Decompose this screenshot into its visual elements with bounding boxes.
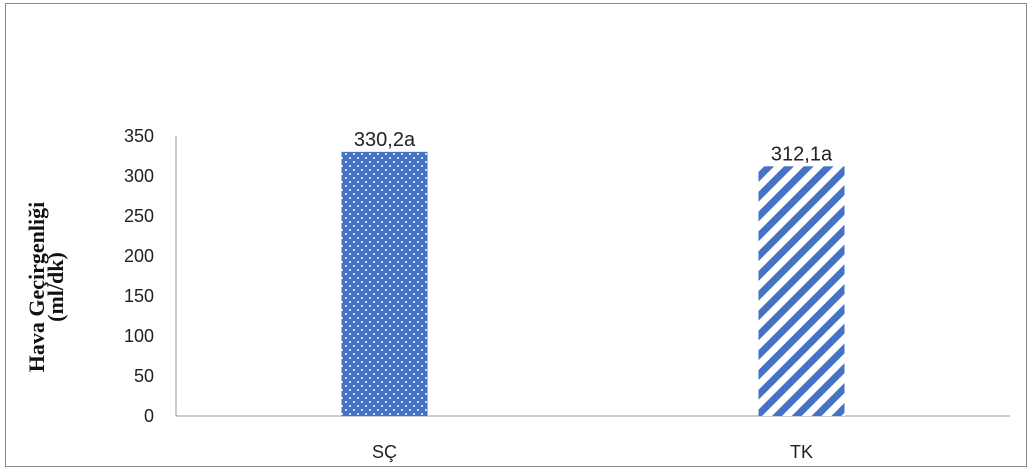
bar-1 — [341, 151, 428, 416]
bars — [341, 151, 845, 416]
y-axis-title-line-1: Hava Geçirgenliği — [24, 202, 49, 372]
y-axis-title-line-2: (ml/dk) — [43, 252, 68, 322]
x-tick-label: SÇ — [372, 442, 397, 462]
y-tick-label: 150 — [124, 286, 154, 306]
y-tick-label: 350 — [124, 126, 154, 146]
data-label-1: 330,2a — [354, 129, 416, 151]
data-label-2: 312,1a — [771, 143, 833, 165]
y-tick-label: 250 — [124, 206, 154, 226]
chart-frame — [5, 3, 1027, 467]
y-tick-label: 50 — [134, 366, 154, 386]
y-tick-label: 100 — [124, 326, 154, 346]
y-tick-label: 200 — [124, 246, 154, 266]
y-tick-labels: 0 50 100 150 200 250 300 350 — [124, 126, 154, 426]
y-tick-label: 300 — [124, 166, 154, 186]
y-tick-label: 0 — [144, 406, 154, 426]
bar-2 — [758, 166, 845, 416]
data-labels: 330,2a 312,1a — [354, 129, 833, 165]
x-tick-labels: SÇ TK — [372, 442, 813, 462]
x-tick-label: TK — [790, 442, 813, 462]
y-axis-title: Hava Geçirgenliği (ml/dk) — [24, 202, 68, 372]
